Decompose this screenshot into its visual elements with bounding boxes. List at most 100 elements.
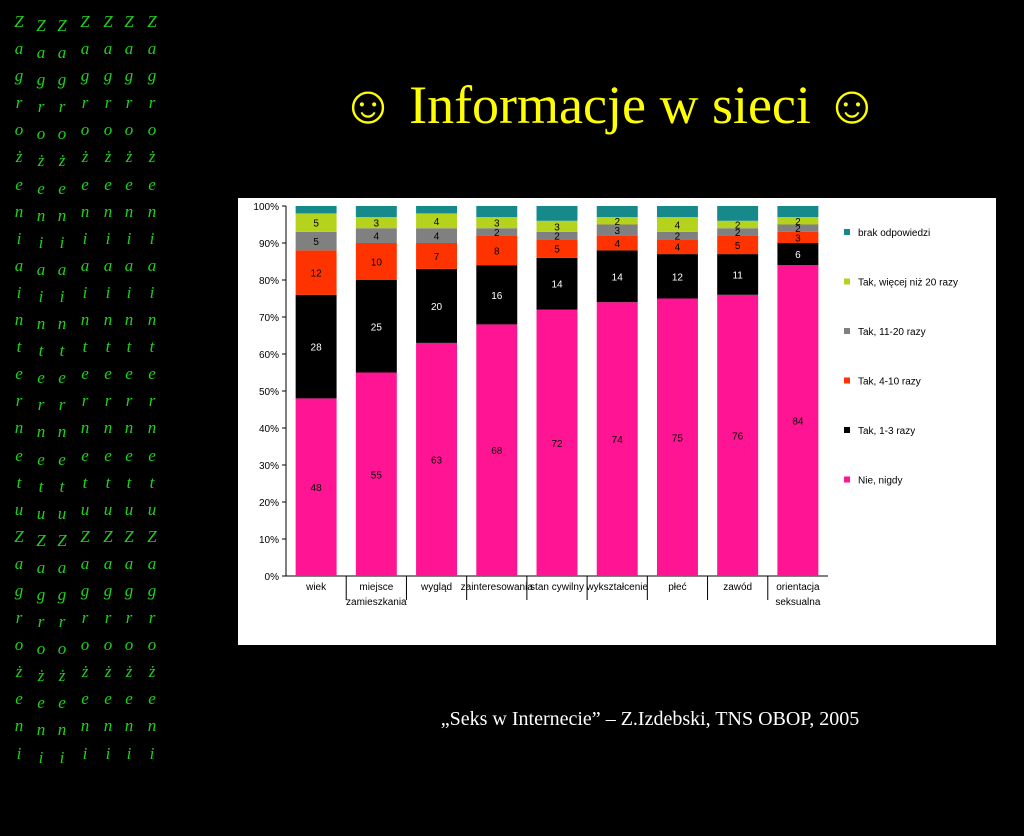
side-letter: n: [80, 310, 90, 330]
bar-segment: [536, 206, 578, 221]
side-letter: g: [124, 580, 134, 600]
data-label: 3: [614, 226, 620, 237]
side-letter: n: [36, 422, 46, 442]
y-tick-label: 30%: [259, 461, 279, 472]
side-letter: e: [125, 689, 133, 709]
side-letter: e: [58, 368, 66, 388]
data-label: 2: [554, 232, 560, 243]
bar-segment: [656, 217, 698, 232]
side-letter: r: [125, 391, 133, 411]
side-letter: n: [124, 716, 134, 736]
side-text-column: ZagrożeniainternetuZagrożenia: [34, 12, 48, 768]
y-tick-label: 10%: [259, 535, 279, 546]
side-letter: a: [57, 259, 67, 279]
y-tick-label: 0%: [265, 572, 280, 583]
side-letter: a: [103, 255, 113, 275]
data-label: 3: [494, 219, 500, 230]
x-tick-label: seksualna: [775, 597, 820, 608]
side-letter: t: [126, 337, 132, 357]
x-tick-label: zainteresowania: [461, 582, 534, 593]
side-letter: t: [38, 341, 44, 361]
side-letter: u: [14, 499, 24, 519]
side-letter: i: [38, 286, 44, 306]
side-letter: a: [14, 553, 24, 573]
legend-label: Tak, 4-10 razy: [858, 377, 921, 388]
side-letter: Z: [80, 526, 90, 546]
side-letter: n: [103, 716, 113, 736]
bar-segment: [355, 280, 397, 373]
side-letter: Z: [36, 530, 46, 550]
side-letter: g: [36, 70, 46, 90]
data-label: 63: [431, 455, 443, 466]
side-letter: n: [14, 418, 24, 438]
side-letter: e: [148, 445, 156, 465]
side-letter: ż: [148, 662, 156, 682]
bar-segment: [416, 228, 458, 243]
side-text-column: ZagrożeniainternetuZagrożenia: [145, 8, 159, 768]
side-letter: t: [16, 337, 22, 357]
side-letter: i: [38, 232, 44, 252]
side-letter: n: [103, 310, 113, 330]
side-letter: r: [104, 93, 112, 113]
stacked-bar-chart: 0%10%20%30%40%50%60%70%80%90%100%4828125…: [253, 202, 958, 608]
side-letter: e: [125, 445, 133, 465]
bar-segment: [777, 224, 819, 232]
side-letter: n: [14, 310, 24, 330]
side-letter: n: [103, 418, 113, 438]
bar-segment: [717, 254, 759, 295]
side-letter: i: [149, 228, 155, 248]
side-letter: g: [124, 66, 134, 86]
legend-swatch: [844, 377, 850, 384]
bar-segment: [717, 235, 759, 255]
bar-segment: [656, 239, 698, 255]
side-letter: t: [82, 472, 88, 492]
side-letter: a: [80, 255, 90, 275]
data-label: 72: [551, 439, 563, 450]
side-letter: t: [82, 337, 88, 357]
side-letter: t: [126, 472, 132, 492]
data-label: 25: [371, 322, 383, 333]
side-letter: n: [36, 720, 46, 740]
side-letter: u: [36, 503, 46, 523]
y-tick-label: 70%: [259, 313, 279, 324]
side-letter: r: [104, 608, 112, 628]
side-letter: ż: [148, 147, 156, 167]
side-letter: r: [81, 391, 89, 411]
bar-segment: [355, 228, 397, 243]
bar-segment: [355, 372, 397, 576]
side-letter: e: [104, 445, 112, 465]
x-tick-label: wiek: [305, 582, 327, 593]
side-letter: e: [104, 689, 112, 709]
side-letter: i: [16, 743, 22, 763]
side-letter: Z: [36, 16, 46, 35]
side-letter: n: [124, 201, 134, 221]
side-letter: i: [82, 743, 88, 763]
side-letter: r: [81, 608, 89, 628]
side-text-column: ZagrożeniainternetuZagrożenia: [122, 8, 136, 768]
side-text-column: ZagrożeniainternetuZagrożenia: [101, 8, 115, 768]
side-letter: e: [81, 174, 89, 194]
side-letter: a: [80, 553, 90, 573]
side-letter: Z: [124, 12, 134, 31]
data-label: 10: [371, 258, 383, 269]
side-letter: o: [147, 635, 157, 655]
y-tick-label: 100%: [253, 202, 279, 213]
side-letter: t: [59, 341, 65, 361]
side-letter: e: [125, 174, 133, 194]
side-letter: e: [148, 689, 156, 709]
data-label: 2: [795, 217, 801, 228]
bar-segment: [596, 235, 638, 251]
side-letter: a: [14, 255, 24, 275]
side-letter: t: [149, 472, 155, 492]
slide-source: „Seks w Internecie” – Z.Izdebski, TNS OB…: [440, 708, 860, 730]
side-letter: e: [104, 174, 112, 194]
y-tick-label: 50%: [259, 387, 279, 398]
slide-title: ☺ Informacje w sieci ☺: [340, 75, 880, 135]
side-letter: a: [124, 39, 134, 59]
bar-segment: [656, 231, 698, 240]
side-letter: o: [103, 120, 113, 140]
side-letter: r: [81, 93, 89, 113]
side-letter: o: [57, 639, 67, 659]
side-letter: n: [124, 418, 134, 438]
side-letter: n: [147, 310, 157, 330]
